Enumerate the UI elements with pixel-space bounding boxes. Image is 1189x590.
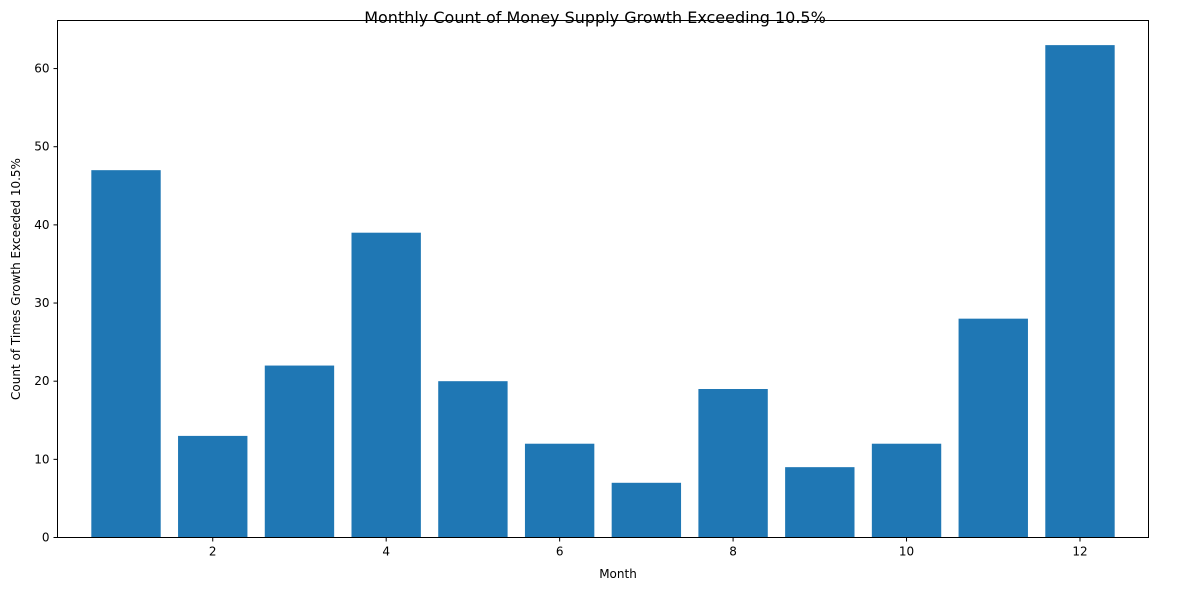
x-axis-ticks: 2 4 6 8 10 12 <box>209 537 1088 559</box>
bar-month-10 <box>871 443 942 538</box>
bar-month-5 <box>438 381 508 538</box>
y-tick-label: 30 <box>34 296 49 310</box>
bar-month-9 <box>785 467 855 538</box>
chart-title: Monthly Count of Money Supply Growth Exc… <box>364 8 826 27</box>
x-tick-label: 2 <box>209 545 217 559</box>
x-tick-label: 12 <box>1072 545 1087 559</box>
y-tick-label: 50 <box>34 140 49 154</box>
bar-month-4 <box>351 232 421 538</box>
y-tick-label: 60 <box>34 62 49 76</box>
y-axis-label: Count of Times Growth Exceeded 10.5% <box>9 158 23 400</box>
y-axis-ticks: 0 10 20 30 40 50 60 <box>34 62 58 545</box>
x-axis-label: Month <box>599 567 637 581</box>
y-tick-label: 0 <box>42 531 50 545</box>
bar-month-2 <box>178 435 248 538</box>
bar-month-11 <box>958 318 1028 538</box>
x-tick-label: 6 <box>556 545 564 559</box>
y-tick-label: 20 <box>34 374 49 388</box>
bar-month-6 <box>524 443 595 538</box>
x-tick-label: 4 <box>382 545 390 559</box>
y-tick-label: 10 <box>34 452 49 466</box>
bar-month-12 <box>1045 45 1115 538</box>
x-tick-label: 8 <box>729 545 737 559</box>
bar-month-7 <box>611 482 682 538</box>
bar-month-3 <box>264 365 335 538</box>
plot-frame <box>57 20 1149 538</box>
bar-month-1 <box>91 170 161 538</box>
y-tick-label: 40 <box>34 218 49 232</box>
x-tick-label: 10 <box>899 545 914 559</box>
bars-group <box>91 45 1115 538</box>
bar-month-8 <box>698 389 768 538</box>
